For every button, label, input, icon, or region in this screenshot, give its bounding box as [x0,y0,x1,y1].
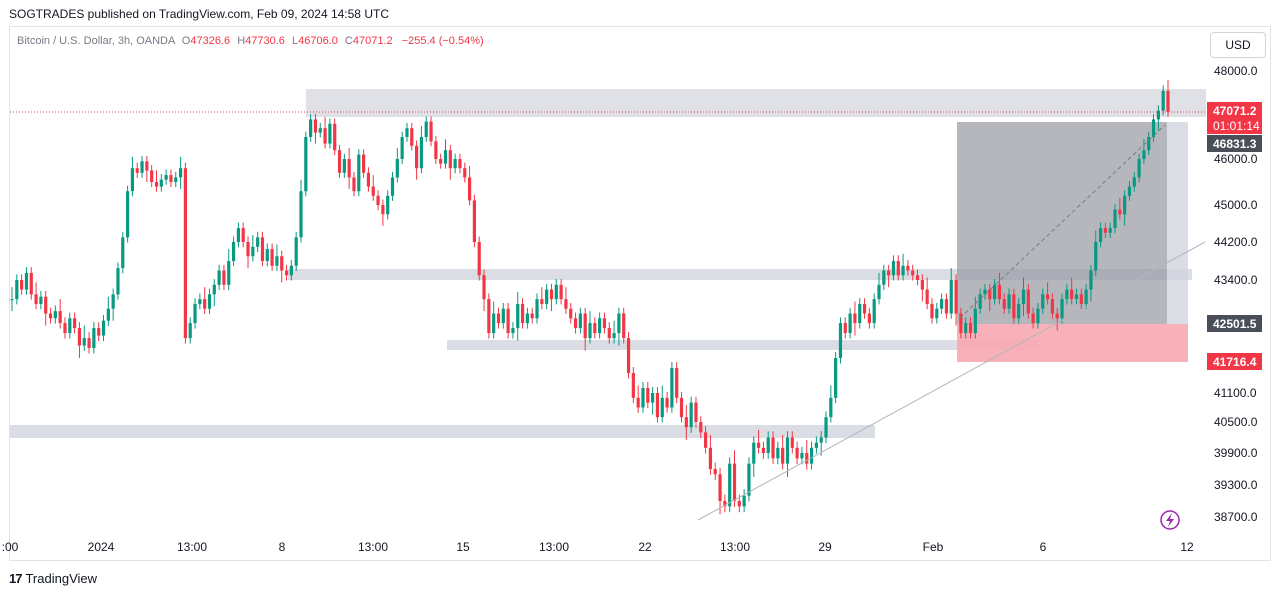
publish-caption: SOGTRADES published on TradingView.com, … [9,7,389,21]
ohlc-legend: Bitcoin / U.S. Dollar, 3h, OANDA O47326.… [17,35,484,47]
chart-frame[interactable] [9,26,1271,561]
high-label: H [237,35,246,47]
footer-brand: 17 TradingView [9,571,97,586]
symbol-label: Bitcoin / U.S. Dollar, 3h, OANDA [17,35,175,47]
open-value: 47326.6 [190,35,231,47]
open-label: O [181,35,191,47]
low-value: 46706.0 [298,35,338,47]
change-value: −255.4 (−0.54%) [401,35,484,47]
brand-name: TradingView [25,571,98,586]
low-label: L [291,35,299,47]
close-label: C [344,35,353,47]
tradingview-logo-icon: 17 [9,571,23,586]
currency-button[interactable]: USD [1210,32,1266,58]
high-value: 47730.6 [245,35,285,47]
close-value: 47071.2 [352,35,393,47]
